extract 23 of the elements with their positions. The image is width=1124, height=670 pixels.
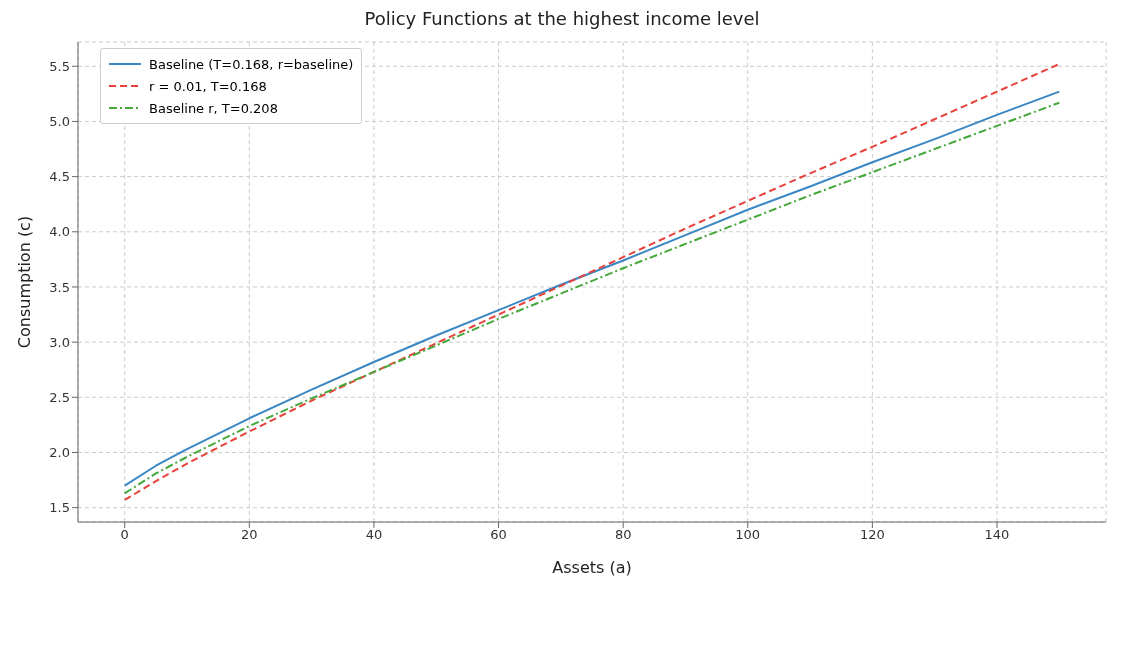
y-tick-label: 3.5 xyxy=(49,279,70,295)
y-tick-label: 4.5 xyxy=(49,169,70,185)
x-tick-label: 120 xyxy=(859,527,885,543)
y-axis-title: Consumption (c) xyxy=(14,215,34,349)
legend-label: Baseline r, T=0.208 xyxy=(149,100,278,116)
x-tick-label: 60 xyxy=(490,527,507,543)
chart-title: Policy Functions at the highest income level xyxy=(363,8,761,31)
y-tick-label: 2.0 xyxy=(49,445,70,461)
x-tick-label: 100 xyxy=(735,527,761,543)
x-tick-label: 40 xyxy=(365,527,383,543)
x-tick-label: 20 xyxy=(241,527,258,543)
y-tick-label: 2.5 xyxy=(49,389,70,405)
x-axis-title: Assets (a) xyxy=(552,558,632,578)
y-tick-label: 5.0 xyxy=(49,114,70,130)
x-tick-label: 0 xyxy=(120,527,129,543)
legend-label: r = 0.01, T=0.168 xyxy=(149,78,267,94)
y-tick-label: 5.5 xyxy=(49,58,70,74)
y-tick-label: 1.5 xyxy=(49,500,70,516)
x-tick-label: 140 xyxy=(984,527,1010,543)
legend-label: Baseline (T=0.168, r=baseline) xyxy=(149,56,354,72)
x-tick-label: 80 xyxy=(614,527,632,543)
y-tick-label: 4.0 xyxy=(49,224,70,240)
y-tick-label: 3.0 xyxy=(49,334,70,350)
